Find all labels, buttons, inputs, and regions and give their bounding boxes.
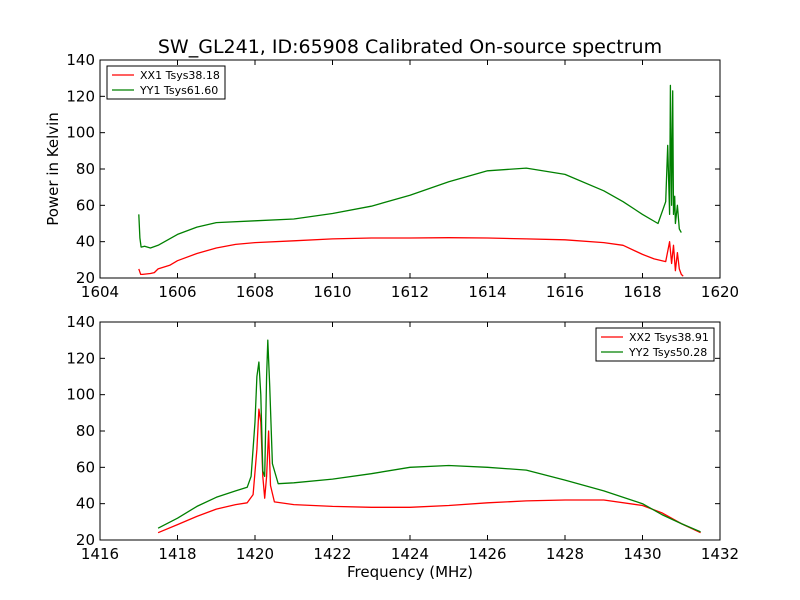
y-tick-label: 20 — [76, 269, 95, 287]
x-tick-label: 1424 — [391, 545, 429, 563]
y-tick-label: 40 — [76, 233, 95, 251]
y-tick-label: 140 — [66, 51, 95, 69]
bottom-plot-panel: 1416 1418 1420 1422 1424 1426 1428 1430 1432 20 40… — [66, 313, 739, 563]
x-tick-label: 1416 — [81, 545, 119, 563]
legend-label: YY2 Tsys50.28 — [628, 346, 707, 359]
legend-box — [106, 65, 226, 100]
legend-label: XX1 Tsys38.18 — [140, 69, 220, 82]
y-tick-label: 100 — [66, 124, 95, 142]
x-tick-label: 1604 — [81, 283, 119, 301]
y-tick-label: 60 — [76, 196, 95, 214]
y-tick-label: 120 — [66, 87, 95, 105]
series-line-yy — [157, 339, 701, 533]
x-tick-label: 1610 — [313, 283, 351, 301]
x-tick-label: 1420 — [236, 545, 274, 563]
y-tick-label: 40 — [76, 495, 95, 513]
x-tick-label: 1432 — [701, 545, 739, 563]
series-line-xx — [138, 237, 684, 277]
top-plot-panel: 1604 1606 1608 1610 1612 1614 1616 1618 1620 20 40… — [66, 51, 739, 301]
y-tick-label: 60 — [76, 458, 95, 476]
x-tick-label: 1608 — [236, 283, 274, 301]
series-line-xx — [157, 408, 701, 534]
legend-label: XX2 Tsys38.91 — [629, 331, 709, 344]
y-tick-label: 140 — [66, 313, 95, 331]
chart-title: SW_GL241, ID:65908 Calibrated On-source … — [158, 36, 662, 58]
series-line-yy — [138, 84, 682, 249]
y-tick-label: 20 — [76, 531, 95, 549]
x-tick-label: 1426 — [468, 545, 506, 563]
x-tick-label: 1430 — [623, 545, 661, 563]
legend-label: YY1 Tsys61.60 — [139, 84, 218, 97]
x-tick-label: 1614 — [468, 283, 506, 301]
x-tick-label: 1422 — [313, 545, 351, 563]
y-tick-label: 80 — [76, 422, 95, 440]
legend: XX1 Tsys38.18 YY1 Tsys61.60 — [106, 65, 226, 100]
x-tick-label: 1618 — [623, 283, 661, 301]
legend-box — [595, 327, 715, 362]
x-tick-label: 1606 — [158, 283, 196, 301]
x-tick-label: 1428 — [546, 545, 584, 563]
x-axis-label: Frequency (MHz) — [347, 563, 473, 581]
x-tick-label: 1616 — [546, 283, 584, 301]
y-tick-label: 100 — [66, 386, 95, 404]
y-tick-label: 80 — [76, 160, 95, 178]
y-tick-label: 120 — [66, 349, 95, 367]
x-tick-label: 1612 — [391, 283, 429, 301]
legend: XX2 Tsys38.91 YY2 Tsys50.28 — [595, 327, 715, 362]
x-tick-label: 1418 — [158, 545, 196, 563]
x-tick-label: 1620 — [701, 283, 739, 301]
y-axis-label: Power in Kelvin — [44, 112, 62, 226]
